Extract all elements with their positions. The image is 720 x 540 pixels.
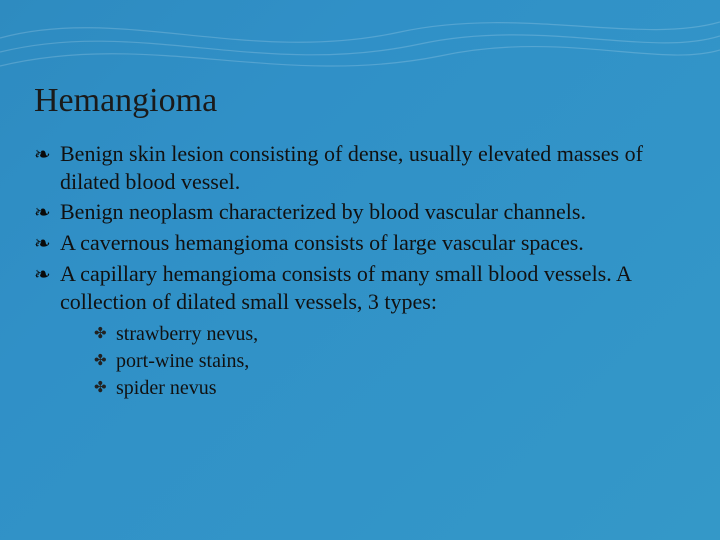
sub-bullet-icon: ✤ — [94, 321, 116, 344]
bullet-icon: ❧ — [34, 198, 60, 227]
sub-bullet-text: port-wine stains, — [116, 348, 682, 375]
sub-list-item: ✤ strawberry nevus, — [94, 321, 682, 348]
sub-list-item: ✤ spider nevus — [94, 375, 682, 402]
sub-bullet-icon: ✤ — [94, 375, 116, 398]
bullet-icon: ❧ — [34, 260, 60, 289]
slide-title: Hemangioma — [34, 82, 217, 120]
bullet-text: A cavernous hemangioma consists of large… — [60, 229, 682, 257]
sub-bullet-icon: ✤ — [94, 348, 116, 371]
list-item: ❧ Benign skin lesion consisting of dense… — [34, 140, 682, 196]
bullet-text: Benign skin lesion consisting of dense, … — [60, 140, 682, 196]
sub-bullet-text: spider nevus — [116, 375, 682, 402]
sub-bullet-text: strawberry nevus, — [116, 321, 682, 348]
sub-list: ✤ strawberry nevus, ✤ port-wine stains, … — [94, 321, 682, 402]
content-area: ❧ Benign skin lesion consisting of dense… — [34, 140, 682, 402]
bullet-text: Benign neoplasm characterized by blood v… — [60, 198, 682, 226]
list-item: ❧ A cavernous hemangioma consists of lar… — [34, 229, 682, 258]
list-item: ❧ Benign neoplasm characterized by blood… — [34, 198, 682, 227]
list-item: ❧ A capillary hemangioma consists of man… — [34, 260, 682, 316]
sub-list-item: ✤ port-wine stains, — [94, 348, 682, 375]
slide: Hemangioma ❧ Benign skin lesion consisti… — [0, 0, 720, 540]
bullet-icon: ❧ — [34, 140, 60, 169]
bullet-icon: ❧ — [34, 229, 60, 258]
bullet-text: A capillary hemangioma consists of many … — [60, 260, 682, 316]
wave-decoration — [0, 0, 720, 90]
